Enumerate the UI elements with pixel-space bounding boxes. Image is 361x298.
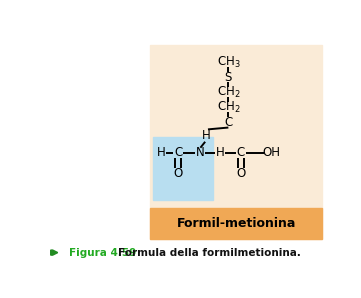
Text: C: C bbox=[174, 146, 182, 159]
Text: O: O bbox=[236, 167, 245, 180]
Text: C: C bbox=[237, 146, 245, 159]
Text: S: S bbox=[225, 71, 232, 83]
Text: CH$_2$: CH$_2$ bbox=[217, 100, 240, 115]
Text: H: H bbox=[157, 146, 166, 159]
Text: O: O bbox=[173, 167, 183, 180]
Bar bbox=[153, 137, 213, 200]
Text: Figura 4.59: Figura 4.59 bbox=[69, 248, 136, 257]
Text: C: C bbox=[224, 116, 232, 129]
Text: N: N bbox=[196, 146, 205, 159]
Bar bbox=[150, 208, 322, 239]
Text: CH$_2$: CH$_2$ bbox=[217, 84, 240, 100]
FancyArrow shape bbox=[51, 250, 58, 255]
Text: CH$_3$: CH$_3$ bbox=[217, 55, 240, 70]
Text: H: H bbox=[202, 129, 211, 142]
Text: OH: OH bbox=[263, 146, 281, 159]
Text: H: H bbox=[216, 146, 224, 159]
Text: Formula della formilmetionina.: Formula della formilmetionina. bbox=[118, 248, 301, 257]
Bar bbox=[150, 45, 322, 239]
Text: Formil-metionina: Formil-metionina bbox=[177, 217, 296, 230]
